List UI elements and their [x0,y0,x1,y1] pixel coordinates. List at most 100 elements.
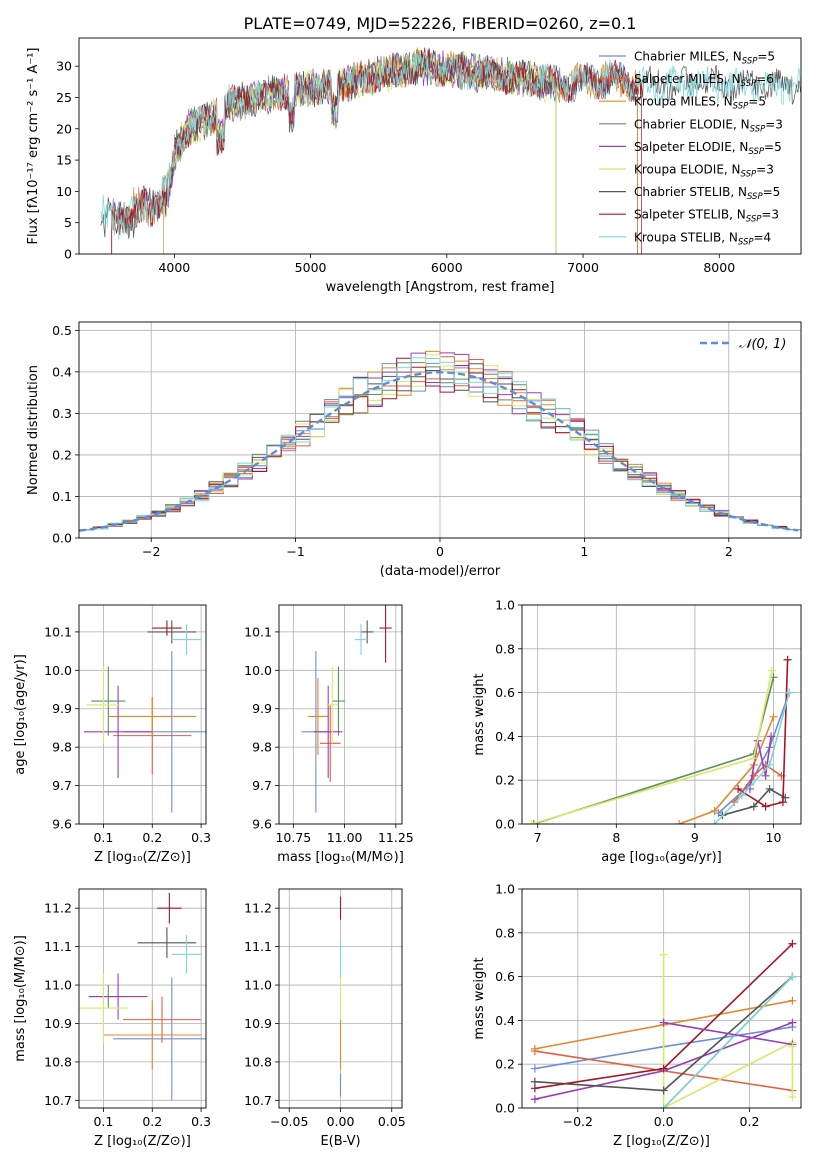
x-axis-label: wavelength [Angstrom, rest frame] [326,280,555,295]
x-tick-label: 5000 [295,260,327,275]
x-tick-label: 8000 [703,260,735,275]
weight-marker [783,655,792,664]
legend-label: Kroupa STELIB, NSSP=4 [634,230,771,247]
y-tick-label: 10.9 [244,1016,272,1031]
legend-label: Salpeter MILES, NSSP=6 [634,72,774,89]
x-tick-label: −2 [142,544,160,559]
x-axis-label: E(B-V) [320,1134,360,1149]
weight-marker [710,820,719,824]
plot-area [530,939,797,1108]
weight-marker [659,1018,668,1027]
weight-marker [659,1086,668,1095]
y-axis-label: Flux [fλ10⁻¹⁷ erg cm⁻² s⁻¹ A⁻¹] [26,48,41,245]
y-tick-label: 9.9 [252,701,272,716]
weight-series [663,976,793,1108]
weight-series [733,763,782,803]
errorbar-point [157,892,182,924]
y-tick-label: 10.0 [44,663,72,678]
errorbar-point [79,973,128,1043]
x-tick-label: 9 [691,830,699,845]
weight-marker [767,666,776,675]
errorbar-point [103,1000,202,1070]
legend-label: Chabrier MILES, NSSP=5 [634,50,775,67]
weight-marker [529,820,538,824]
legend: Chabrier MILES, NSSP=5 Salpeter MILES, NS… [599,50,783,247]
weight-marker [530,1064,539,1073]
weight-marker [788,939,797,948]
weight-marker [785,688,794,697]
y-tick-label: 10.8 [244,1054,272,1069]
gaussian-curve [79,371,799,532]
legend-label: Chabrier ELODIE, NSSP=3 [634,117,783,134]
plot-area [79,892,206,1101]
panel-spectrum: 4000 5000 6000 7000 8000 0 5 10 15 20 25 30 waveleng… [26,37,802,295]
errorbar-point [171,935,202,974]
weight-marker [749,802,758,811]
weight-marker [659,1104,668,1108]
x-tick-label: 11.25 [378,830,414,845]
errorbar-point [108,697,197,736]
x-tick-label: −1 [286,544,304,559]
errorbar-point [91,666,126,736]
y-tick-label: 10.1 [44,624,72,639]
y-tick-label: 9.7 [52,778,72,793]
y-tick-label: 1.0 [495,882,515,897]
y-tick-label: 0.6 [495,969,515,984]
x-tick-label: 10.75 [275,830,311,845]
legend: 𝒩(0, 1) [700,337,786,352]
x-tick-label: 0.3 [191,1114,211,1129]
y-tick-label: 11.0 [244,978,272,993]
y-tick-label: 0.4 [495,729,515,744]
errorbar-point [307,678,329,755]
x-axis-label: Z [log₁₀(Z/Z⊙)] [613,1134,710,1149]
legend-label: Salpeter STELIB, NSSP=3 [634,208,779,225]
weight-series [722,787,786,816]
y-tick-label: 1.0 [495,598,515,613]
histogram-series [79,352,801,531]
y-axis-label: mass weight [472,957,487,1039]
weight-series [662,954,793,1108]
x-tick-label: 10 [766,830,782,845]
y-tick-label: 0 [64,247,72,262]
y-tick-label: 9.8 [252,740,272,755]
axes-frame [278,604,403,825]
plot-area [83,620,206,813]
x-axis-label: Z [log₁₀(Z/Z⊙)] [94,1134,191,1149]
legend-label: 𝒩(0, 1) [739,337,786,352]
x-tick-label: 0.3 [191,830,211,845]
errorbar-point [320,704,341,782]
panel-weight_vs_Z: −0.2 0.0 0.2 0.0 0.2 0.4 0.6 0.8 1.0 Z [log₁₀(Z/Z… [472,882,802,1149]
y-tick-label: 9.6 [252,817,272,832]
y-tick-label: 0.0 [52,531,72,546]
plot-area [100,47,801,254]
y-tick-label: 0.8 [495,641,515,656]
x-tick-label: 7000 [567,260,599,275]
y-tick-label: 25 [56,90,72,105]
histogram-series [79,363,801,531]
y-tick-label: 0.0 [495,1101,515,1116]
errorbar-point [326,666,339,744]
y-tick-label: 10.8 [44,1054,72,1069]
weight-marker [659,1064,668,1073]
x-axis-label: mass [log₁₀(M/M⊙)] [277,850,404,865]
spectrum-series [100,48,801,239]
y-tick-label: 0.6 [495,685,515,700]
errorbar-point [86,666,121,744]
plot-area [527,655,794,824]
errorbar-point [313,685,343,778]
y-tick-label: 10.9 [44,1016,72,1031]
y-tick-label: 9.7 [252,778,272,793]
x-tick-label: 0.2 [142,830,162,845]
y-tick-label: 5 [64,215,72,230]
axes-frame [78,604,207,825]
y-tick-label: 9.8 [52,740,72,755]
y-tick-label: 10.0 [244,663,272,678]
errorbar-point [122,996,202,1043]
spectrum-series [100,50,801,240]
axes-frame [521,604,802,825]
weight-marker [749,771,758,780]
x-tick-label: 0.2 [142,1114,162,1129]
errorbar-point [152,620,182,636]
y-axis-label: mass weight [472,673,487,755]
y-tick-label: 10.7 [244,1093,272,1108]
